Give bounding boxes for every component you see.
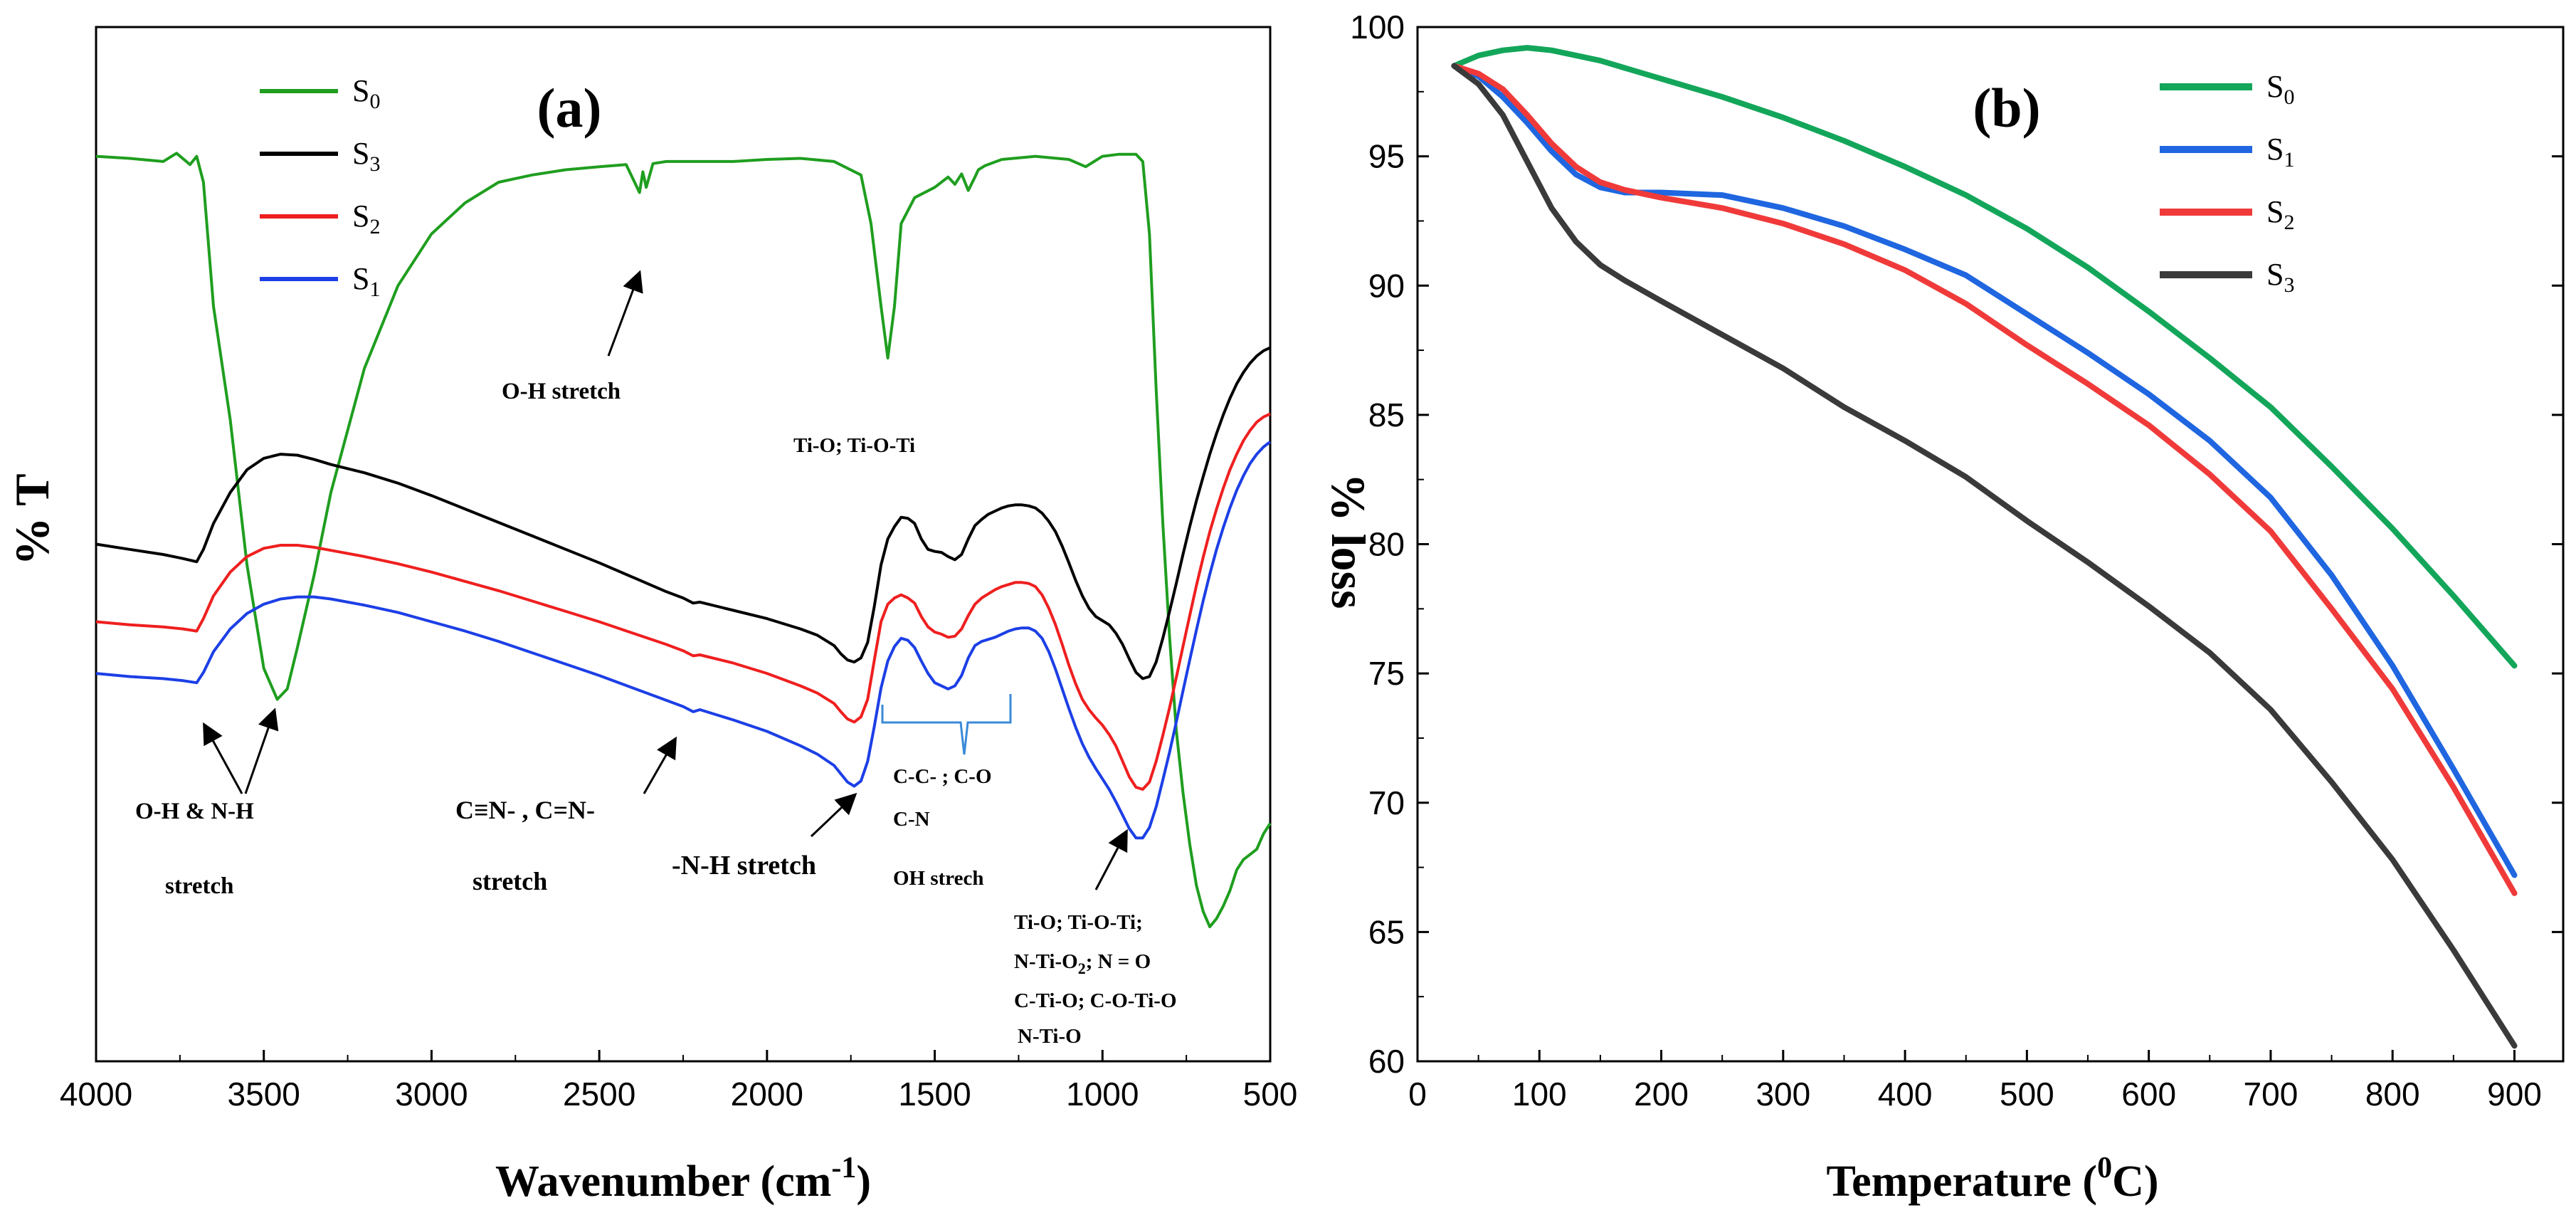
annotation-ohnh-1: O-H & N-H xyxy=(135,799,254,824)
plot-frame-a xyxy=(95,26,1272,1063)
x-tick-label-b: 300 xyxy=(1756,1076,1810,1113)
annotation-tio2-3: C-Ti-O; C-O-Ti-O xyxy=(1014,989,1177,1012)
series-line-b-S2 xyxy=(1451,63,2518,896)
annotation-tio2-2: N-Ti-O2; N = O xyxy=(1014,950,1151,977)
x-axis-ticks-a: 4000 3500 3000 2500 2000 1500 1000 500 xyxy=(60,1050,1298,1113)
y-axis-label-a: % T xyxy=(5,473,59,565)
annotation-tio2-1: Ti-O; Ti-O-Ti; xyxy=(1014,911,1143,934)
legend-a: S0 S3 S2 S1 xyxy=(260,73,380,301)
series-line-b-S3 xyxy=(1451,63,2518,1049)
arrow-ohnh-right xyxy=(244,708,279,794)
series-line-b-S1 xyxy=(1451,63,2518,878)
x-axis-label-b: Temperature (0C) xyxy=(1827,1152,2159,1206)
panel-label-a: (a) xyxy=(537,77,602,139)
panel-label-b: (b) xyxy=(1973,77,2040,139)
annotation-oh-stretch: O-H stretch xyxy=(502,379,621,404)
x-tick-label-b: 100 xyxy=(1512,1076,1567,1113)
series-group-b xyxy=(1451,45,2518,1049)
y-tick-label-b: 85 xyxy=(1368,396,1405,433)
x-tick-label-a: 500 xyxy=(1243,1076,1298,1113)
legend-label-b-b_S2: S2 xyxy=(2266,194,2294,234)
arrow-oh-stretch xyxy=(607,270,643,357)
arrow-cn xyxy=(643,736,677,794)
x-tick-label-a: 3000 xyxy=(395,1076,468,1113)
brace-ccc xyxy=(881,694,1012,755)
x-tick-label-b: 700 xyxy=(2244,1076,2298,1113)
annotation-tio: Ti-O; Ti-O-Ti xyxy=(793,434,915,457)
x-tick-label-a: 1000 xyxy=(1066,1076,1139,1113)
series-line-a-S0 xyxy=(95,152,1272,929)
annotation-ohnh-2: stretch xyxy=(165,873,234,899)
x-tick-label-b: 400 xyxy=(1878,1076,1933,1113)
series-line-b-S0 xyxy=(1451,45,2518,669)
x-tick-label-b: 800 xyxy=(2365,1076,2420,1113)
legend-label-a-S1: S1 xyxy=(352,261,380,301)
series-group-a xyxy=(95,152,1272,929)
y-tick-label-b: 65 xyxy=(1368,913,1405,950)
axis-ticks-b: 0 100 200 300 400 500 600 700 800 900 60 65 70 75 80 85… xyxy=(1350,9,2563,1113)
y-tick-label-b: 90 xyxy=(1368,267,1405,304)
legend-label-a-S0: S0 xyxy=(352,73,380,113)
x-tick-label-a: 2500 xyxy=(563,1076,635,1113)
arrow-tio2 xyxy=(1094,829,1128,890)
y-tick-label-b: 60 xyxy=(1368,1043,1405,1080)
legend-label-b-b_S3: S3 xyxy=(2266,257,2294,297)
y-tick-label-b: 80 xyxy=(1368,526,1405,563)
annotation-ccc-3: OH strech xyxy=(893,867,984,890)
legend-label-a-S3: S3 xyxy=(352,136,380,176)
panel-b: 0 100 200 300 400 500 600 700 800 900 60 65 70 75 80 85… xyxy=(1321,9,2565,1206)
legend-label-a-S2: S2 xyxy=(352,199,380,238)
x-tick-label-a: 1500 xyxy=(898,1076,971,1113)
x-tick-label-b: 900 xyxy=(2487,1076,2542,1113)
arrow-ohnh-left xyxy=(203,722,243,794)
annotation-tio2-4: N-Ti-O xyxy=(1018,1025,1082,1048)
annotation-arrows-a xyxy=(203,270,1128,890)
series-line-a-S3 xyxy=(95,346,1271,680)
series-line-a-S1 xyxy=(95,441,1272,840)
annotation-cn-2: stretch xyxy=(473,867,547,895)
y-tick-label-b: 70 xyxy=(1368,784,1405,821)
annotation-ccc-1: C-C- ; C-O xyxy=(893,765,992,788)
x-tick-label-b: 200 xyxy=(1634,1076,1689,1113)
arrow-nh xyxy=(810,792,857,838)
legend-label-b-b_S1: S1 xyxy=(2266,132,2294,172)
x-tick-label-b: 0 xyxy=(1408,1076,1427,1113)
series-line-a-S2 xyxy=(95,412,1271,791)
x-tick-label-a: 3500 xyxy=(228,1076,300,1113)
legend-label-b-b_S0: S0 xyxy=(2266,69,2294,109)
y-tick-label-b: 100 xyxy=(1350,9,1405,46)
y-axis-label-b: % loss xyxy=(1321,473,1376,609)
x-tick-label-a: 4000 xyxy=(60,1076,132,1113)
legend-b: S0 S1 S2 S3 xyxy=(2160,69,2294,297)
x-axis-label-a: Wavenumber (cm-1) xyxy=(495,1152,871,1206)
y-tick-label-b: 75 xyxy=(1368,655,1405,692)
panel-a: 4000 3500 3000 2500 2000 1500 1000 500 (a) S0 S3… xyxy=(5,26,1298,1206)
x-tick-label-a: 2000 xyxy=(731,1076,803,1113)
y-tick-label-b: 95 xyxy=(1368,138,1405,175)
annotation-nh: -N-H stretch xyxy=(672,851,816,880)
x-tick-label-b: 600 xyxy=(2121,1076,2176,1113)
annotation-cn-1: C≡N- , C=N- xyxy=(455,796,595,824)
annotations-a: O-H stretch Ti-O; Ti-O-Ti O-H & N-H stre… xyxy=(135,379,1177,1048)
annotation-ccc-2: C-N xyxy=(893,808,930,831)
x-tick-label-b: 500 xyxy=(2000,1076,2054,1113)
